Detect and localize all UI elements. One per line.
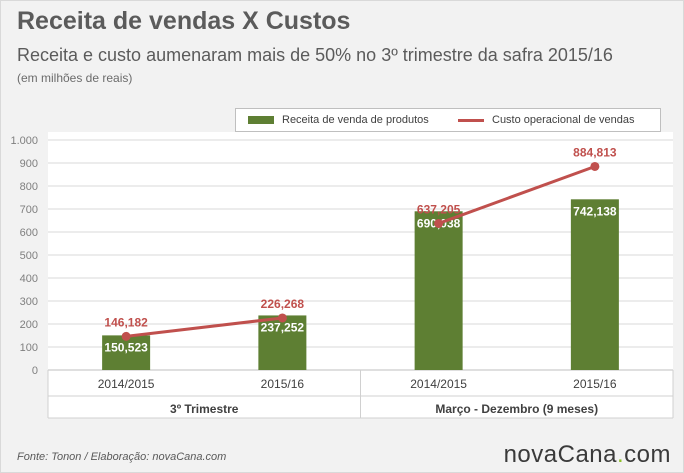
- brand-dot: .: [616, 441, 625, 468]
- y-tick-label: 800: [20, 181, 38, 193]
- legend-label-cost: Custo operacional de vendas: [492, 114, 635, 126]
- bar: [102, 335, 151, 370]
- chart-plot: 0 100 200 300 400 500 600 700 800 900 1.000 3º Trim…: [10, 132, 674, 419]
- brand-logo: novaCana.com: [504, 441, 671, 469]
- y-tick-label: 1.000: [10, 135, 38, 147]
- bar: [414, 211, 463, 370]
- cost-value-label: 637,205: [417, 202, 461, 216]
- cost-point: [590, 161, 600, 171]
- y-tick-label: 500: [20, 250, 38, 262]
- cost-point: [434, 218, 444, 228]
- bar-value-label: 742,138: [573, 204, 617, 218]
- x-tick-label: 2015/16: [573, 377, 617, 391]
- legend-item-revenue: Receita de venda de produtos: [248, 109, 429, 131]
- x-tick-label: 2014/2015: [98, 377, 155, 391]
- cost-line-segment: [437, 164, 597, 225]
- y-tick-label: 100: [20, 342, 38, 354]
- bar: [570, 199, 619, 370]
- y-tick-label: 200: [20, 319, 38, 331]
- brand-prefix: nova: [503, 441, 558, 468]
- group-label: 3º Trimestre: [170, 402, 239, 416]
- brand-suffix: com: [624, 441, 671, 468]
- cost-point: [121, 331, 131, 341]
- plot-area: [48, 132, 673, 370]
- legend-item-cost: Custo operacional de vendas: [458, 109, 634, 131]
- bar-value-label: 150,523: [104, 340, 148, 354]
- cost-line-segment: [124, 316, 284, 338]
- legend-label-revenue: Receita de venda de produtos: [282, 114, 429, 126]
- bar: [258, 315, 307, 370]
- cost-point: [277, 313, 287, 323]
- brand-main: Cana: [557, 441, 617, 468]
- footer-bar: [1, 439, 683, 472]
- y-tick-label: 900: [20, 158, 38, 170]
- legend-swatch-cost: [458, 118, 484, 122]
- source-note: Fonte: Tonon / Elaboração: novaCana.com: [17, 451, 227, 463]
- x-tick-label: 2015/16: [261, 377, 305, 391]
- cost-value-label: 226,268: [261, 297, 305, 311]
- chart-subtitle: Receita e custo aumenaram mais de 50% no…: [17, 45, 613, 65]
- y-tick-label: 0: [32, 365, 38, 377]
- chart-title: Receita de vendas X Custos: [17, 7, 351, 35]
- cost-value-label: 146,182: [104, 315, 148, 329]
- y-tick-label: 700: [20, 204, 38, 216]
- cost-value-label: 884,813: [573, 145, 617, 159]
- group-label: Março - Dezembro (9 meses): [435, 402, 598, 416]
- unit-note: (em milhões de reais): [17, 71, 133, 85]
- y-tick-label: 300: [20, 296, 38, 308]
- legend-swatch-revenue: [248, 116, 274, 124]
- x-tick-label: 2014/2015: [410, 377, 467, 391]
- chart-legend: Receita de venda de produtos Custo opera…: [235, 108, 661, 132]
- y-tick-label: 600: [20, 227, 38, 239]
- y-tick-label: 400: [20, 273, 38, 285]
- bar-value-label: 237,252: [261, 320, 305, 334]
